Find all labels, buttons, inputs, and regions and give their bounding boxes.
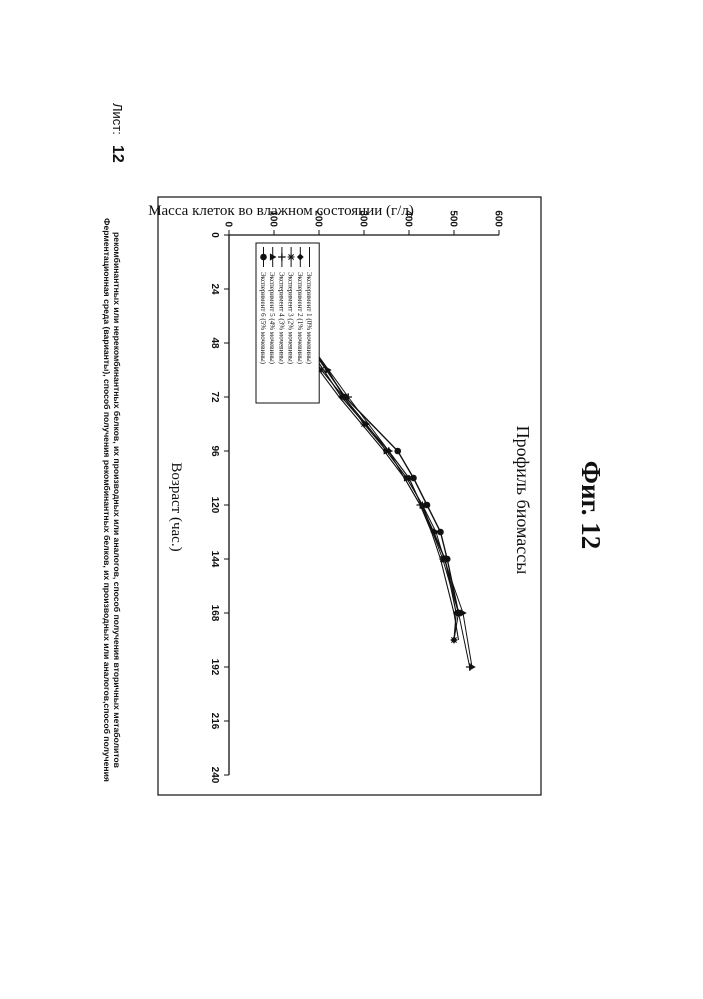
biomass-chart: Профиль биомассы Возраст (час.) Масса кл… xyxy=(148,203,533,784)
legend-label: Эксперимент 1 (0% мочевины) xyxy=(305,272,313,365)
data-point xyxy=(410,475,417,482)
data-point xyxy=(394,448,401,455)
sheet-label: Лист: xyxy=(110,103,125,135)
x-axis-label: Возраст (час.) xyxy=(168,462,184,551)
y-tick-label: 300 xyxy=(358,210,369,227)
y-tick-label: 100 xyxy=(268,210,279,227)
legend-label: Эксперимент 3 (2% мочевины) xyxy=(287,272,295,365)
data-point xyxy=(288,254,295,261)
x-tick-label: 192 xyxy=(209,659,220,676)
x-tick-label: 96 xyxy=(209,445,220,457)
sheet-number: 12 xyxy=(109,145,126,163)
y-tick-label: 500 xyxy=(448,210,459,227)
data-point xyxy=(342,394,349,401)
chart-figure: Профиль биомассы Возраст (час.) Масса кл… xyxy=(148,197,541,795)
data-point xyxy=(469,663,476,670)
plot-axes: 0 24 48 72 96 120 144 168 192 216 240 0 100 200 300 400… xyxy=(209,210,504,783)
legend-label: Эксперимент 5 (4% мочевины) xyxy=(268,272,276,365)
data-point xyxy=(260,254,267,261)
x-tick-label: 0 xyxy=(209,232,220,238)
x-tick-label: 240 xyxy=(209,767,220,784)
legend: Эксперимент 1 (0% мочевины)Эксперимент 2… xyxy=(256,243,319,403)
x-tick-label: 72 xyxy=(209,391,220,403)
data-point xyxy=(437,529,444,536)
x-tick-label: 168 xyxy=(209,605,220,622)
data-point xyxy=(451,637,458,644)
x-tick-label: 144 xyxy=(209,551,220,568)
x-tick-label: 24 xyxy=(209,283,220,295)
data-point xyxy=(455,610,462,617)
legend-label: Эксперимент 4 (3% мочевины) xyxy=(277,272,285,365)
legend-label: Эксперимент 2 (1% мочевины) xyxy=(296,272,304,365)
x-tick-label: 216 xyxy=(209,713,220,730)
figure-caption: Фиг. 12 xyxy=(576,461,606,549)
x-tick-label: 120 xyxy=(209,497,220,514)
chart-title: Профиль биомассы xyxy=(513,426,533,575)
running-header: Ферментационная среда (варианты), способ… xyxy=(102,218,122,782)
x-tick-label: 48 xyxy=(209,337,220,349)
figure-caption-group: Фиг. 12 xyxy=(576,461,606,549)
header-line-2: рекомбинантных или нерекомбинантных белк… xyxy=(112,232,122,768)
y-tick-label: 0 xyxy=(223,221,234,227)
y-axis-label: Масса клеток во влажном состоянии (г/л) xyxy=(148,203,414,219)
y-tick-label: 200 xyxy=(313,210,324,227)
data-point xyxy=(424,502,431,509)
data-point xyxy=(444,556,451,563)
sheet-label-group: Лист: 12 xyxy=(109,103,126,163)
legend-label: Эксперимент 6 (5% мочевины) xyxy=(259,272,267,365)
y-tick-label: 600 xyxy=(493,210,504,227)
y-tick-label: 400 xyxy=(403,210,414,227)
header-line-1: Ферментационная среда (варианты), способ… xyxy=(102,218,112,782)
